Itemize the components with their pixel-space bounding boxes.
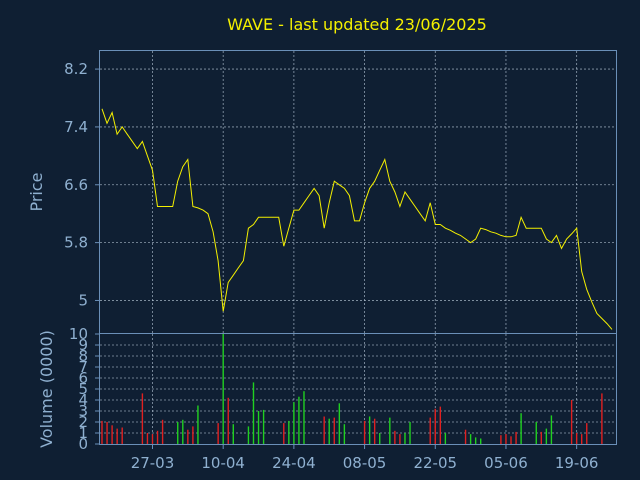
volume-tick-label: 3 bbox=[78, 402, 88, 420]
chart-title: WAVE - last updated 23/06/2025 bbox=[227, 15, 487, 34]
price-grid bbox=[100, 51, 616, 333]
date-tick-label: 22-05 bbox=[413, 454, 457, 472]
price-line-group bbox=[101, 108, 613, 330]
date-axis-ticks: 27-03 10-04 24-04 08-05 22-05 05-06 19-06 bbox=[131, 444, 599, 472]
volume-tick-label: 8 bbox=[78, 347, 88, 365]
price-tick-label: 5.8 bbox=[64, 234, 88, 252]
price-tick-label: 8.2 bbox=[64, 60, 88, 78]
date-tick-label: 27-03 bbox=[131, 454, 175, 472]
volume-tick-label: 4 bbox=[78, 391, 88, 409]
volume-tick-label: 1 bbox=[78, 424, 88, 442]
price-axis-ticks: 5 5.8 6.6 7.4 8.2 bbox=[64, 60, 100, 309]
date-tick-label: 19-06 bbox=[555, 454, 599, 472]
volume-grid bbox=[100, 334, 616, 444]
date-tick-label: 24-04 bbox=[272, 454, 316, 472]
price-axis-label: Price bbox=[27, 172, 46, 211]
volume-bars bbox=[101, 334, 603, 444]
volume-axis-label: Volume (0000) bbox=[37, 330, 56, 448]
price-line bbox=[101, 108, 613, 330]
date-tick-label: 10-04 bbox=[201, 454, 245, 472]
volume-tick-label: 6 bbox=[78, 369, 88, 387]
price-tick-label: 7.4 bbox=[64, 118, 88, 136]
date-tick-label: 05-06 bbox=[484, 454, 528, 472]
volume-tick-label: 5 bbox=[78, 380, 88, 398]
volume-tick-label: 10 bbox=[69, 325, 88, 343]
price-panel-frame bbox=[99, 50, 617, 334]
price-tick-label: 5 bbox=[78, 291, 88, 309]
date-tick-label: 08-05 bbox=[343, 454, 387, 472]
volume-tick-label: 2 bbox=[78, 413, 88, 431]
volume-tick-label: 0 bbox=[78, 435, 88, 453]
volume-tick-label: 9 bbox=[78, 336, 88, 354]
price-tick-label: 6.6 bbox=[64, 176, 88, 194]
volume-tick-label: 7 bbox=[78, 358, 88, 376]
